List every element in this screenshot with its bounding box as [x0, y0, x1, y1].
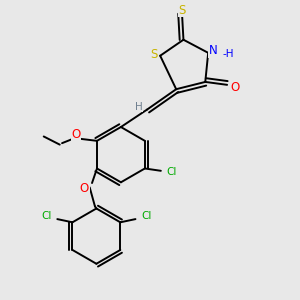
- Text: O: O: [231, 81, 240, 94]
- Text: H: H: [135, 102, 143, 112]
- Text: Cl: Cl: [141, 211, 152, 220]
- Text: S: S: [178, 4, 186, 16]
- Text: S: S: [151, 48, 158, 61]
- Text: Cl: Cl: [167, 167, 177, 177]
- Text: N: N: [209, 44, 218, 57]
- Text: Cl: Cl: [41, 211, 52, 220]
- Text: -H: -H: [223, 49, 234, 59]
- Text: O: O: [80, 182, 89, 195]
- Text: O: O: [71, 128, 80, 141]
